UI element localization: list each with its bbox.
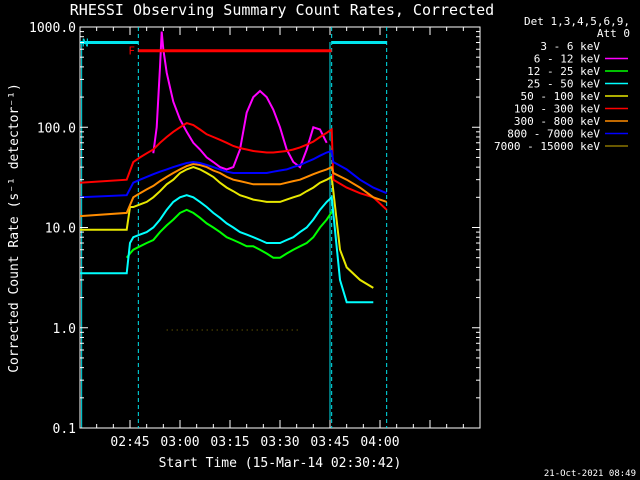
series-300-800keV bbox=[79, 162, 388, 218]
x-tick-label: 02:45 bbox=[110, 435, 149, 450]
series-12-25keV bbox=[125, 208, 335, 259]
x-tick-label: 03:15 bbox=[210, 435, 249, 450]
x-axis-label: Start Time (15-Mar-14 02:30:42) bbox=[159, 456, 402, 471]
series-3-6keV bbox=[125, 79, 338, 181]
chart-title: RHESSI Observing Summary Count Rates, Co… bbox=[70, 1, 494, 19]
legend-label: 50 - 100 keV bbox=[521, 90, 601, 103]
y-tick-label: 10.0 bbox=[45, 222, 76, 237]
legend-label: 6 - 12 keV bbox=[534, 53, 601, 66]
y-tick-label: 1.0 bbox=[53, 322, 76, 337]
x-axis-ticks: 02:45 03:00 03:15 03:30 03:45 04:00 bbox=[79, 27, 481, 450]
legend-label: 7000 - 15000 keV bbox=[494, 140, 600, 153]
legend-header: Det 1,3,4,5,6,9, bbox=[524, 15, 630, 28]
legend-label: 25 - 50 keV bbox=[527, 78, 600, 91]
y-axis-label: Corrected Count Rate (s⁻¹ detector⁻¹) bbox=[7, 83, 22, 373]
series-100-300keV bbox=[79, 122, 388, 211]
legend-label: 100 - 300 keV bbox=[514, 103, 600, 116]
series-25-50keV bbox=[80, 194, 374, 304]
plot-area: NF bbox=[79, 26, 481, 429]
x-tick-label: 03:00 bbox=[160, 435, 199, 450]
x-tick-label: 03:30 bbox=[260, 435, 299, 450]
legend-label: 800 - 7000 keV bbox=[507, 128, 600, 141]
y-tick-label: 1000.0 bbox=[29, 21, 76, 36]
series-800-7000keV bbox=[79, 149, 388, 199]
legend-label: 300 - 800 keV bbox=[514, 115, 600, 128]
y-tick-label: 0.1 bbox=[53, 422, 76, 437]
flag-label-F: F bbox=[128, 45, 135, 58]
legend-label: 3 - 6 keV bbox=[540, 40, 600, 53]
y-axis-ticks: 1000.0 100.0 10.0 1.0 0.1 bbox=[29, 21, 480, 437]
flag-label-N: N bbox=[82, 37, 89, 50]
y-tick-label: 100.0 bbox=[37, 121, 76, 136]
timestamp-footer: 21-Oct-2021 08:49 bbox=[544, 469, 636, 479]
legend-label: 12 - 25 keV bbox=[527, 65, 600, 78]
series-6-12keV bbox=[152, 31, 328, 171]
x-tick-label: 03:45 bbox=[310, 435, 349, 450]
legend-header: Att 0 bbox=[597, 27, 630, 40]
x-tick-label: 04:00 bbox=[360, 435, 399, 450]
series-50-100keV bbox=[80, 166, 374, 289]
